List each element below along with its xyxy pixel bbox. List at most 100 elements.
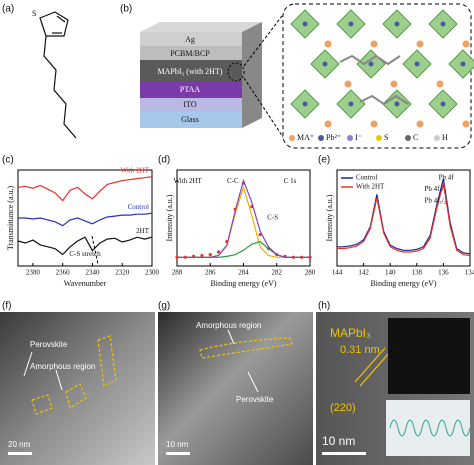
image-label: Perovskite — [30, 340, 68, 349]
scale-bar — [166, 452, 190, 455]
tem-image — [158, 312, 313, 465]
legend-dot — [405, 135, 411, 141]
x-tick-label: 2340 — [85, 269, 100, 277]
atom-label: S — [32, 9, 36, 18]
annotation: C-C — [227, 177, 239, 185]
x-tick-label: 2320 — [115, 269, 130, 277]
annotation: C 1s — [284, 177, 297, 185]
x-tick-label: 138 — [412, 269, 423, 277]
series-line — [177, 178, 310, 258]
image-label: MAPbI₃ — [330, 326, 371, 340]
atom — [348, 21, 354, 27]
atom — [370, 40, 378, 48]
arrow — [23, 329, 259, 393]
legend-label: MA⁺ — [297, 133, 314, 142]
molecule-chain — [339, 54, 401, 66]
x-axis-label: Wavenumber — [64, 279, 107, 288]
annotation: With 2HT — [173, 177, 202, 185]
legend-dot — [347, 135, 353, 141]
atom — [368, 61, 374, 67]
region-outline — [31, 335, 391, 415]
x-tick-label: 288 — [172, 269, 183, 277]
panel-label: (b) — [120, 4, 132, 15]
y-axis-label: Intensity (a.u.) — [325, 194, 334, 241]
layer-label: Glass — [181, 115, 199, 124]
legend-label: C — [413, 133, 418, 142]
image-label: 0.31 nm — [340, 344, 380, 356]
molecule — [39, 11, 77, 139]
tem-image — [0, 312, 155, 465]
series-line — [17, 236, 153, 256]
image-label: (220) — [330, 402, 356, 414]
x-tick-label: 2360 — [56, 269, 71, 277]
x-tick-label: 140 — [385, 269, 396, 277]
legend-label: I⁻ — [355, 133, 362, 142]
atom — [394, 101, 400, 107]
legend-label: With 2HT — [356, 183, 385, 191]
panel-label: (f) — [2, 301, 11, 312]
series-label: Control — [128, 203, 149, 211]
series-line — [177, 240, 310, 258]
image-label: Amorphous region — [30, 362, 95, 371]
layer-label: PTAA — [180, 85, 200, 94]
structure-box — [282, 3, 472, 149]
series-label: 2HT — [136, 227, 150, 235]
series-line — [18, 212, 153, 227]
annotation: Pb 4f₅/₂ — [425, 196, 447, 204]
panel-label: (g) — [158, 301, 170, 312]
x-tick-label: 134 — [465, 269, 474, 277]
legend-dot — [434, 135, 440, 141]
atom — [394, 21, 400, 27]
crystal-structure — [290, 9, 474, 128]
x-tick-label: 144 — [332, 269, 343, 277]
atom — [414, 61, 420, 67]
atom — [322, 61, 328, 67]
scale-bar — [322, 452, 366, 455]
structure-legend: MA⁺ Pb²⁺ I⁻ S C H — [289, 133, 448, 142]
x-tick-label: 142 — [358, 269, 369, 277]
x-tick-label: 2300 — [145, 269, 160, 277]
atom — [440, 101, 446, 107]
plot-frame — [336, 169, 471, 267]
atom — [302, 101, 308, 107]
legend-label: H — [442, 133, 448, 142]
legend-label: S — [384, 133, 388, 142]
series-label: With 2HT — [121, 166, 150, 174]
legend-dot — [318, 135, 324, 141]
legend-dot — [289, 135, 295, 141]
fft-inset — [388, 318, 470, 394]
profile-inset — [386, 400, 470, 456]
data-point — [208, 253, 212, 257]
panel-label: (h) — [318, 301, 330, 312]
panel-label: (e) — [318, 155, 330, 166]
atom — [462, 40, 470, 48]
atom — [416, 40, 424, 48]
atom — [390, 80, 398, 88]
atom — [324, 40, 332, 48]
x-axis-label: Binding energy (eV) — [210, 279, 276, 288]
data-point — [200, 253, 204, 258]
image-label: Perovskite — [236, 395, 274, 404]
x-tick-label: 282 — [272, 269, 283, 277]
atom — [324, 120, 332, 128]
layer-label: MAPbI₃ (with 2HT) — [157, 67, 222, 76]
x-tick-label: 286 — [205, 269, 216, 277]
panel-label: (a) — [2, 4, 14, 15]
legend-label: Control — [356, 174, 377, 182]
atom — [348, 101, 354, 107]
scale-label: 10 nm — [322, 434, 355, 448]
scale-label: 20 nm — [8, 440, 31, 449]
x-tick-label: 284 — [238, 269, 249, 277]
series-line — [177, 185, 310, 258]
image-label: Amorphous region — [196, 321, 261, 330]
atom — [344, 80, 352, 88]
panel-label: (c) — [2, 155, 14, 166]
series-line — [17, 176, 153, 202]
panel-label: (d) — [158, 155, 170, 166]
layer-label: ITO — [183, 100, 196, 109]
atom — [302, 21, 308, 27]
atom — [436, 80, 444, 88]
atom — [462, 120, 470, 128]
atom — [416, 120, 424, 128]
molecule-chain — [359, 94, 409, 106]
